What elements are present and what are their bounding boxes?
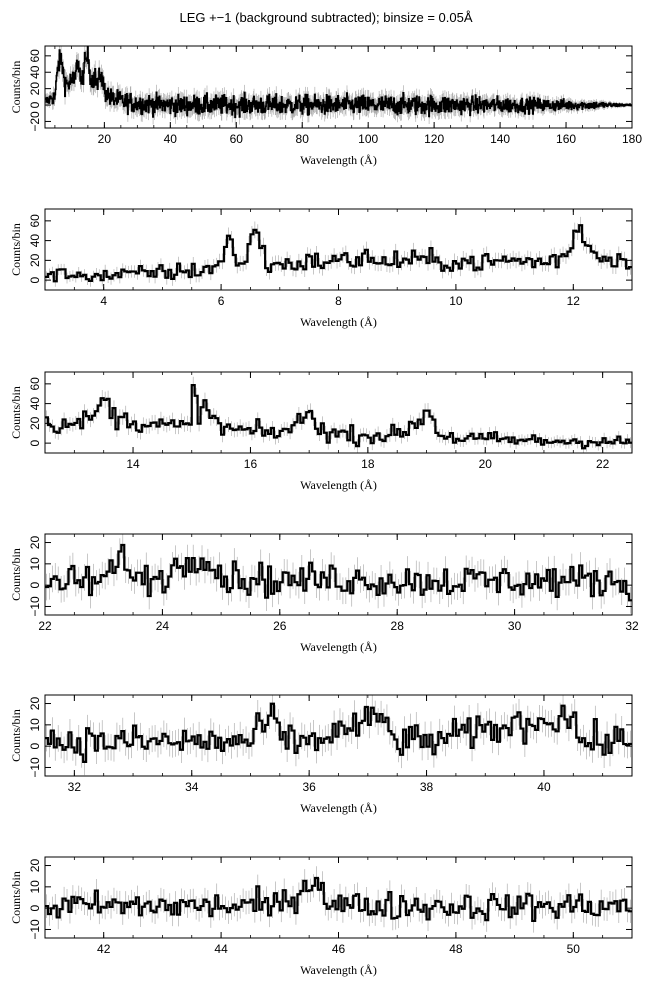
error-bars [46, 534, 631, 614]
spectrum-trace [45, 876, 632, 923]
y-axis-label: Counts/bin [9, 709, 23, 762]
x-tick-label: 32 [625, 619, 639, 633]
y-tick-label: 0 [28, 101, 42, 108]
x-tick-label: 8 [335, 294, 342, 308]
y-tick-label: 0 [28, 276, 42, 283]
x-tick-label: 16 [244, 457, 258, 471]
y-axis-label: Counts/bin [9, 61, 23, 114]
x-tick-label: 26 [273, 619, 287, 633]
x-tick-label: 100 [358, 132, 378, 146]
y-tick-label: 0 [28, 905, 42, 912]
x-tick-label: 140 [490, 132, 510, 146]
x-tick-label: 46 [332, 942, 346, 956]
spectrum-trace [45, 384, 632, 450]
y-tick-label: 20 [28, 697, 42, 711]
x-tick-label: 160 [556, 132, 576, 146]
x-tick-label: 6 [218, 294, 225, 308]
x-tick-label: 60 [230, 132, 244, 146]
y-tick-label: 40 [28, 397, 42, 411]
x-axis-label: Wavelength (Å) [300, 478, 377, 492]
y-axis-label: Counts/bin [9, 548, 23, 601]
x-tick-label: 38 [420, 780, 434, 794]
spectrum-panel-6: 42 44 46 48 50 −10 0 10 20 Wavelength (Å) Counts/b… [9, 856, 633, 977]
x-tick-label: 18 [361, 457, 375, 471]
x-axis-label: Wavelength (Å) [300, 640, 377, 654]
y-tick-label: 60 [28, 214, 42, 228]
x-tick-label: 34 [185, 780, 199, 794]
x-tick-label: 180 [622, 132, 642, 146]
x-tick-label: 20 [98, 132, 112, 146]
spectrum-trace [45, 224, 632, 283]
x-tick-label: 40 [164, 132, 178, 146]
y-tick-label: 60 [28, 377, 42, 391]
x-axis-label: Wavelength (Å) [300, 963, 377, 977]
y-tick-label: −10 [28, 596, 42, 617]
spectrum-panel-5: 32 34 36 38 40 −10 0 10 20 Wavelength (Å) Counts/b… [9, 694, 633, 815]
x-axis-label: Wavelength (Å) [300, 153, 377, 167]
y-tick-label: 10 [28, 718, 42, 732]
y-tick-label: 10 [28, 880, 42, 894]
y-tick-label: 0 [28, 743, 42, 750]
x-tick-label: 4 [100, 294, 107, 308]
y-tick-label: 0 [28, 439, 42, 446]
x-tick-label: 50 [567, 942, 581, 956]
x-tick-label: 30 [508, 619, 522, 633]
x-axis-label: Wavelength (Å) [300, 315, 377, 329]
plot-frame [44, 45, 633, 129]
x-tick-label: 22 [38, 619, 52, 633]
x-tick-label: 42 [97, 942, 111, 956]
x-tick-label: 36 [302, 780, 316, 794]
spectrum-panel-1: 20 40 60 80 100 120 140 160 180 −20 0 20 40 60 Wavelen… [9, 45, 642, 167]
x-tick-label: 10 [449, 294, 463, 308]
y-tick-label: 0 [28, 582, 42, 589]
y-tick-label: −10 [28, 757, 42, 778]
x-axis-label: Wavelength (Å) [300, 801, 377, 815]
x-tick-label: 120 [424, 132, 444, 146]
x-tick-label: 44 [214, 942, 228, 956]
y-tick-label: 60 [28, 49, 42, 63]
x-tick-label: 20 [479, 457, 493, 471]
x-tick-label: 28 [391, 619, 405, 633]
x-tick-label: 22 [596, 457, 610, 471]
y-tick-label: 20 [28, 82, 42, 96]
y-tick-label: 10 [28, 557, 42, 571]
spectrum-trace [45, 543, 632, 602]
error-bars [46, 216, 631, 287]
y-axis-label: Counts/bin [9, 223, 23, 276]
x-tick-label: 40 [537, 780, 551, 794]
y-tick-label: 20 [28, 253, 42, 267]
x-tick-label: 14 [126, 457, 140, 471]
plot-frame [44, 533, 633, 616]
y-axis-label: Counts/bin [9, 871, 23, 924]
x-tick-label: 48 [449, 942, 463, 956]
spectrum-panel-3: 14 16 18 20 22 0 20 40 60 Wavelength (Å) Counts/bi… [9, 371, 633, 492]
spectrum-panel-4: 22 24 26 28 30 32 −10 0 10 20 Wavelength (Å) Counts… [9, 533, 639, 654]
y-tick-label: −20 [28, 111, 42, 132]
spectrum-trace [45, 46, 632, 119]
x-tick-label: 32 [68, 780, 82, 794]
y-tick-label: 20 [28, 536, 42, 550]
y-tick-label: −10 [28, 919, 42, 940]
spectrum-trace [45, 702, 632, 763]
y-axis-label: Counts/bin [9, 386, 23, 439]
page-title: LEG +−1 (background subtracted); binsize… [179, 10, 473, 25]
x-tick-label: 80 [296, 132, 310, 146]
x-tick-label: 12 [567, 294, 581, 308]
y-tick-label: 20 [28, 859, 42, 873]
spectrum-panel-2: 4 6 8 10 12 0 20 40 60 Wavelength (Å) Counts/bin [9, 208, 633, 329]
y-tick-label: 20 [28, 416, 42, 430]
y-tick-label: 40 [28, 65, 42, 79]
plot-frame [44, 208, 633, 291]
y-tick-label: 40 [28, 234, 42, 248]
x-tick-label: 24 [156, 619, 170, 633]
